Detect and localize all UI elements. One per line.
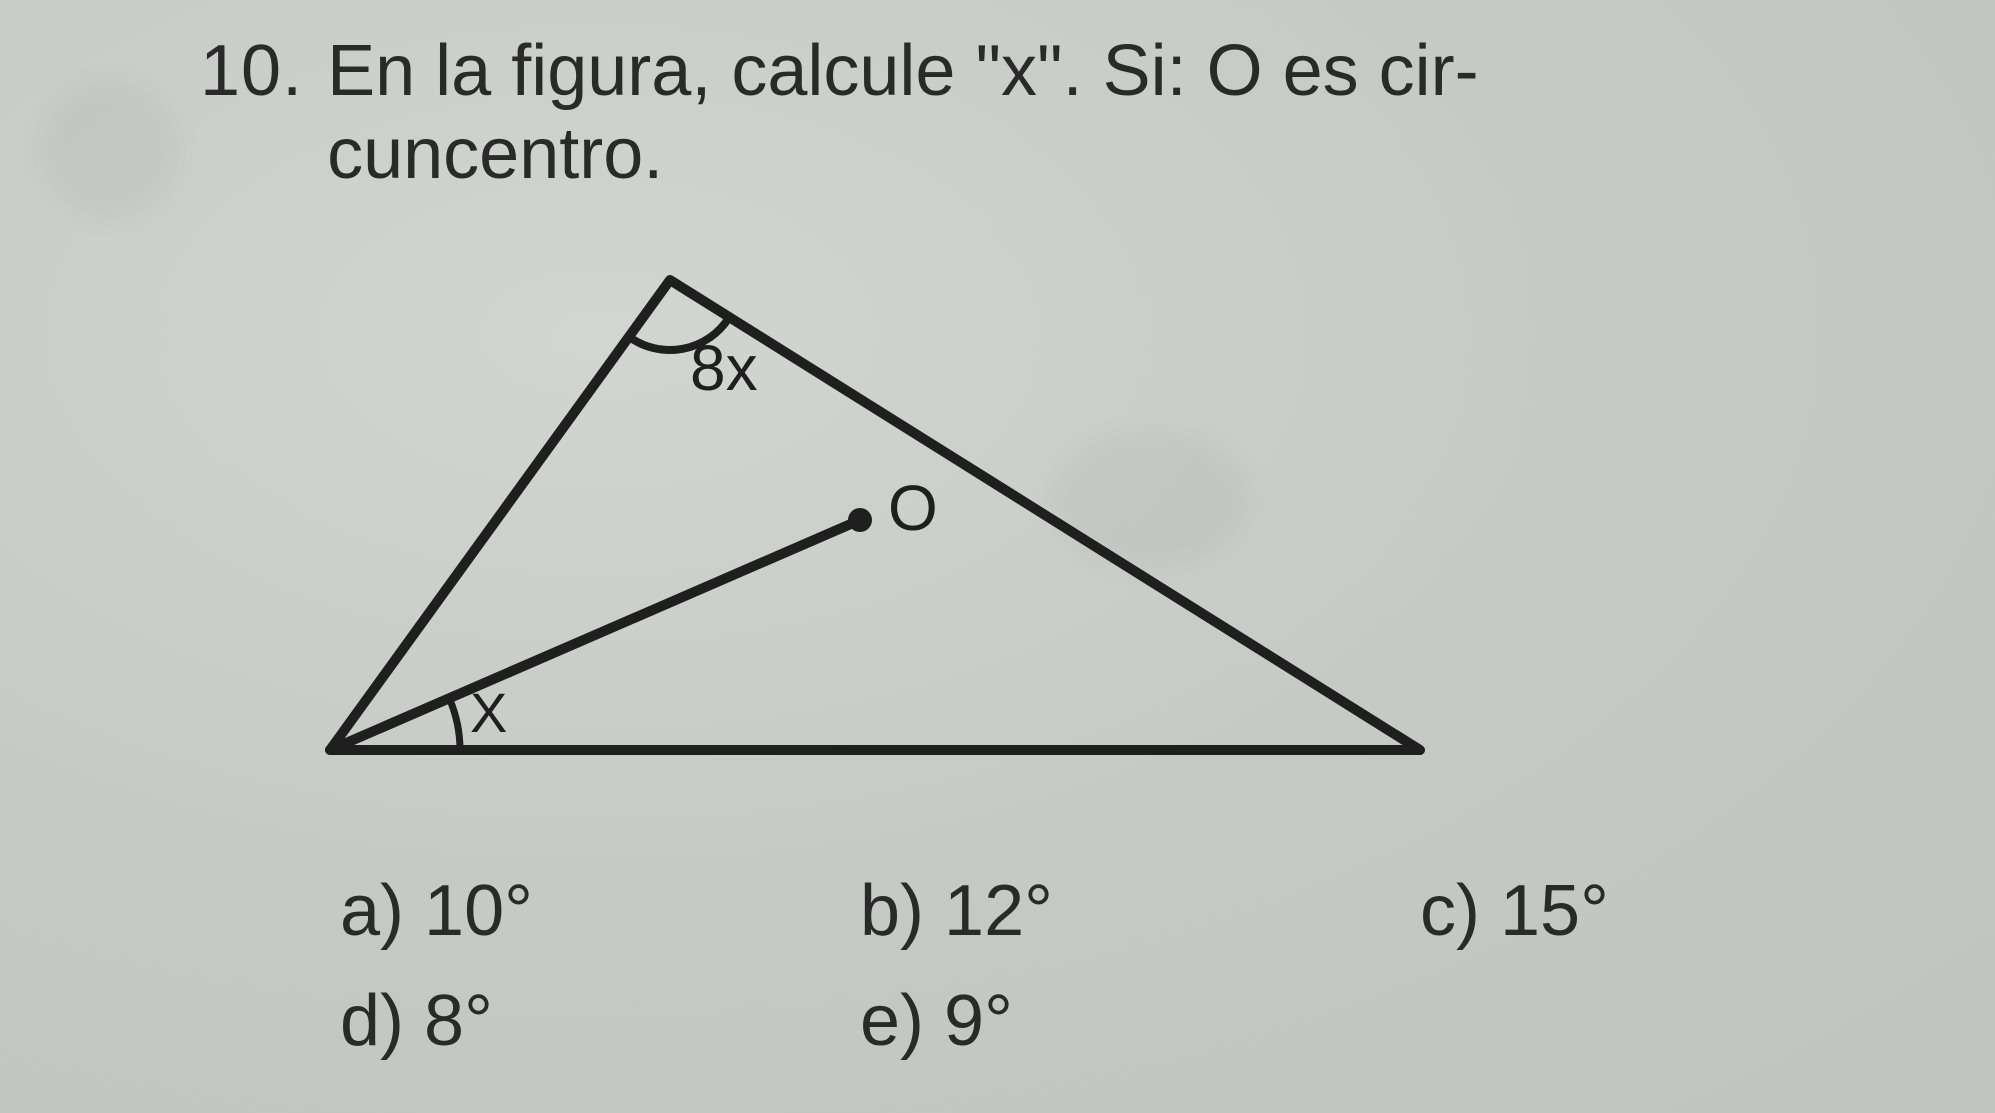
option-a: a) 10°	[340, 870, 533, 952]
svg-text:8x: 8x	[690, 332, 758, 404]
question-number: 10.	[200, 30, 303, 112]
geometry-figure: 8x O X	[300, 240, 1500, 800]
triangle-svg: 8x O X	[300, 240, 1500, 800]
option-c-label: c)	[1420, 871, 1480, 951]
option-c-value: 15°	[1500, 871, 1609, 951]
option-b-label: b)	[860, 871, 924, 951]
question-line-1: En la figura, calcule "x". Si: O es cir-	[327, 31, 1479, 111]
option-c: c) 15°	[1420, 870, 1609, 952]
option-e: e) 9°	[860, 980, 1013, 1062]
svg-text:O: O	[888, 472, 938, 544]
worksheet-page: 10. En la figura, calcule "x". Si: O es …	[0, 0, 1995, 1113]
option-a-value: 10°	[424, 871, 533, 951]
option-d-value: 8°	[424, 981, 493, 1061]
answer-options: a) 10° b) 12° c) 15° d) 8° e) 9°	[340, 870, 1840, 1090]
option-d: d) 8°	[340, 980, 493, 1062]
question-line-2: cuncentro.	[327, 114, 663, 194]
option-e-value: 9°	[944, 981, 1013, 1061]
option-b: b) 12°	[860, 870, 1053, 952]
option-e-label: e)	[860, 981, 924, 1061]
option-d-label: d)	[340, 981, 404, 1061]
question-text: En la figura, calcule "x". Si: O es cir-…	[327, 30, 1479, 196]
option-b-value: 12°	[944, 871, 1053, 951]
option-a-label: a)	[340, 871, 404, 951]
svg-text:X: X	[470, 681, 507, 744]
question-block: 10. En la figura, calcule "x". Si: O es …	[200, 30, 1479, 196]
paper-smudge	[40, 80, 180, 220]
